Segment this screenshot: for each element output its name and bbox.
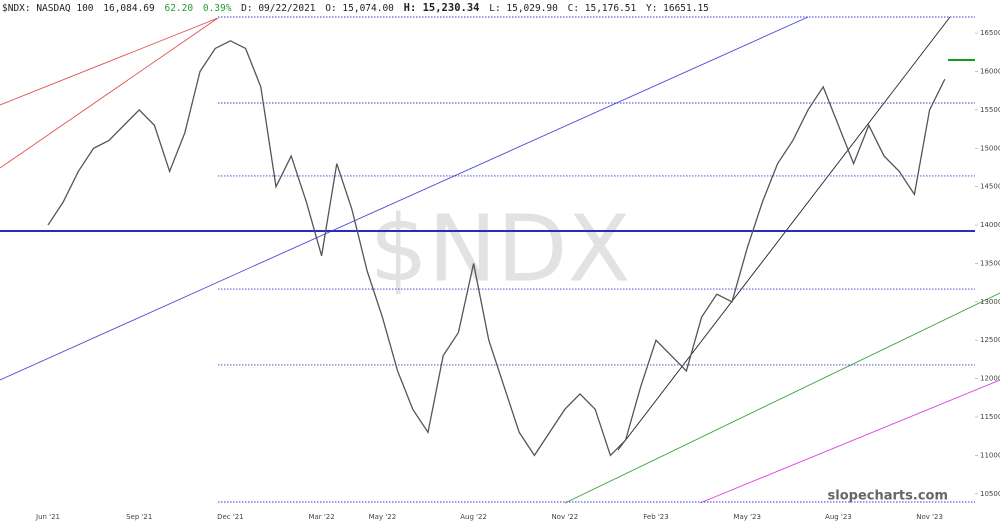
- x-tick-label: Mar '22: [308, 513, 334, 521]
- year: Y: 16651.15: [646, 3, 709, 14]
- high: H: 15,230.34: [404, 2, 480, 14]
- x-tick-label: Jun '21: [35, 513, 60, 521]
- y-tick-label: 14500: [980, 183, 1000, 191]
- y-tick-label: 13500: [980, 259, 1000, 267]
- last: 16,084.69: [103, 3, 155, 14]
- change: 62.20: [164, 3, 193, 14]
- y-tick-label: 10500: [980, 490, 1000, 498]
- x-tick-label: Aug '23: [825, 513, 852, 521]
- watermark: $NDX: [369, 195, 630, 302]
- y-tick-label: 12500: [980, 336, 1000, 344]
- x-tick-label: Aug '22: [460, 513, 487, 521]
- trend-lines: [0, 16, 1000, 504]
- trend-line: [0, 17, 219, 169]
- y-tick-label: 11500: [980, 413, 1000, 421]
- y-tick-label: 16000: [980, 68, 1000, 76]
- y-tick-label: 11000: [980, 451, 1000, 459]
- x-tick-label: Nov '23: [916, 513, 943, 521]
- x-tick-label: Nov '22: [551, 513, 578, 521]
- trend-line: [0, 16, 809, 381]
- change-pct: 0.39%: [203, 3, 232, 14]
- trend-line: [617, 16, 951, 451]
- y-tick-label: 12000: [980, 375, 1000, 383]
- y-tick-label: 13000: [980, 298, 1000, 306]
- symbol: $NDX: NASDAQ 100: [2, 3, 94, 14]
- y-tick-label: 15000: [980, 144, 1000, 152]
- price-line: [47, 40, 946, 457]
- header: $NDX: NASDAQ 100 16,084.69 62.20 0.39% D…: [2, 2, 709, 14]
- x-tick-label: Sep '21: [126, 513, 152, 521]
- trend-line: [564, 292, 1000, 504]
- y-tick-label: 16500: [980, 29, 1000, 37]
- x-tick-label: May '22: [369, 513, 397, 521]
- y-tick-label: 15500: [980, 106, 1000, 114]
- trend-line: [699, 379, 1000, 504]
- x-tick-label: Dec '21: [217, 513, 244, 521]
- x-tick-label: Feb '23: [643, 513, 668, 521]
- date: D: 09/22/2021: [241, 3, 316, 14]
- close: C: 15,176.51: [568, 3, 637, 14]
- x-tick-label: May '23: [733, 513, 761, 521]
- trend-line: [0, 17, 219, 106]
- brand: slopecharts.com: [828, 489, 948, 504]
- y-tick-label: 14000: [980, 221, 1000, 229]
- low: L: 15,029.90: [489, 3, 558, 14]
- open: O: 15,074.00: [325, 3, 394, 14]
